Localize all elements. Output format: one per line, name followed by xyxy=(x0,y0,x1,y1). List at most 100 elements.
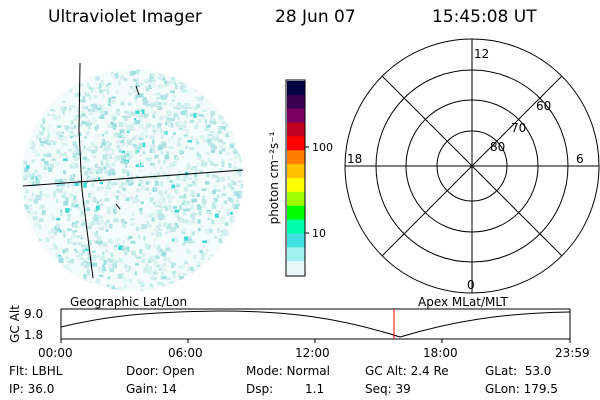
emission-pixel xyxy=(170,281,175,285)
emission-pixel xyxy=(104,225,108,229)
emission-pixel xyxy=(108,97,112,102)
emission-pixel xyxy=(181,202,185,205)
x-tick-label: 12:00 xyxy=(295,346,330,360)
emission-pixel xyxy=(63,106,67,111)
emission-pixel xyxy=(48,167,53,172)
emission-pixel xyxy=(55,253,59,258)
emission-pixel xyxy=(100,160,104,166)
emission-pixel xyxy=(98,83,102,88)
emission-pixel xyxy=(126,172,130,177)
emission-pixel xyxy=(171,211,175,214)
emission-pixel xyxy=(237,212,241,216)
emission-pixel xyxy=(233,193,236,196)
ip-info: IP: 36.0 xyxy=(9,382,55,396)
emission-pixel xyxy=(145,214,148,220)
emission-pixel xyxy=(224,222,229,226)
emission-pixel xyxy=(143,129,148,134)
emission-pixel xyxy=(128,183,133,186)
emission-pixel xyxy=(191,218,196,224)
emission-pixel xyxy=(83,145,86,150)
emission-pixel xyxy=(178,120,182,126)
emission-pixel xyxy=(231,187,234,190)
emission-pixel xyxy=(62,100,66,103)
emission-pixel xyxy=(205,173,210,177)
emission-pixel xyxy=(42,137,48,140)
emission-pixel xyxy=(54,233,57,237)
emission-pixel xyxy=(136,84,140,88)
emission-pixel xyxy=(99,116,102,119)
emission-pixel xyxy=(111,75,116,78)
emission-pixel xyxy=(117,273,123,279)
emission-pixel xyxy=(128,235,133,240)
emission-pixel xyxy=(138,143,143,148)
emission-pixel xyxy=(183,262,189,265)
emission-pixel xyxy=(83,279,88,283)
emission-pixel xyxy=(46,153,52,158)
emission-pixel xyxy=(109,268,115,273)
emission-pixel xyxy=(139,117,143,123)
emission-pixel xyxy=(223,200,227,204)
emission-pixel xyxy=(87,256,93,261)
emission-pixel xyxy=(166,277,171,280)
emission-pixel xyxy=(147,180,152,184)
emission-pixel xyxy=(157,160,161,164)
emission-pixel xyxy=(96,124,99,130)
emission-pixel xyxy=(41,210,46,215)
emission-pixel xyxy=(174,84,178,90)
emission-pixel xyxy=(159,192,163,197)
emission-pixel xyxy=(110,284,114,288)
emission-pixel xyxy=(92,145,96,148)
emission-pixel xyxy=(119,258,124,263)
emission-pixel xyxy=(164,154,170,160)
emission-pixel xyxy=(114,245,117,251)
emission-pixel xyxy=(152,139,155,145)
emission-pixel xyxy=(106,89,110,95)
emission-pixel xyxy=(192,194,195,198)
emission-pixel xyxy=(29,204,33,209)
emission-pixel xyxy=(115,75,119,79)
emission-pixel xyxy=(149,162,155,166)
emission-pixel xyxy=(119,75,124,80)
emission-pixel xyxy=(91,197,95,201)
emission-pixel xyxy=(56,223,60,228)
emission-pixel xyxy=(107,182,111,188)
emission-pixel xyxy=(167,112,171,115)
emission-pixel xyxy=(84,203,87,209)
emission-pixel xyxy=(219,168,223,173)
altitude-plot: 9.0 1.8 GC Alt 00:00 06:00 12:00 18:00 2… xyxy=(8,305,590,360)
emission-pixel xyxy=(156,122,162,128)
emission-pixel xyxy=(30,159,35,164)
emission-pixel xyxy=(120,139,125,144)
emission-pixel xyxy=(95,169,99,172)
emission-pixel xyxy=(89,191,94,196)
emission-pixel xyxy=(190,213,195,218)
geographic-panel-label: Geographic Lat/Lon xyxy=(70,295,187,309)
emission-pixel xyxy=(86,131,90,136)
emission-pixel xyxy=(218,115,222,120)
emission-pixel xyxy=(206,228,210,232)
emission-pixel xyxy=(160,95,165,99)
emission-pixel xyxy=(154,228,159,234)
emission-pixel xyxy=(102,251,105,256)
emission-pixel xyxy=(135,135,139,139)
emission-pixel xyxy=(63,152,67,155)
emission-pixel xyxy=(74,235,78,239)
emission-pixel xyxy=(127,156,132,161)
emission-pixel xyxy=(129,278,132,284)
emission-pixel xyxy=(220,176,225,182)
emission-pixel xyxy=(233,154,238,160)
emission-pixel xyxy=(156,281,161,286)
emission-pixel xyxy=(199,100,203,105)
emission-pixel xyxy=(136,256,142,259)
emission-pixel xyxy=(184,103,189,108)
emission-pixel xyxy=(127,102,132,106)
emission-pixel xyxy=(175,116,180,119)
emission-pixel xyxy=(134,100,139,103)
emission-pixel xyxy=(221,193,227,196)
emission-pixel xyxy=(110,121,115,126)
emission-pixel xyxy=(101,187,104,190)
emission-pixel xyxy=(197,263,201,268)
emission-pixel xyxy=(155,255,160,260)
emission-pixel xyxy=(151,232,155,236)
emission-pixel xyxy=(191,269,197,274)
